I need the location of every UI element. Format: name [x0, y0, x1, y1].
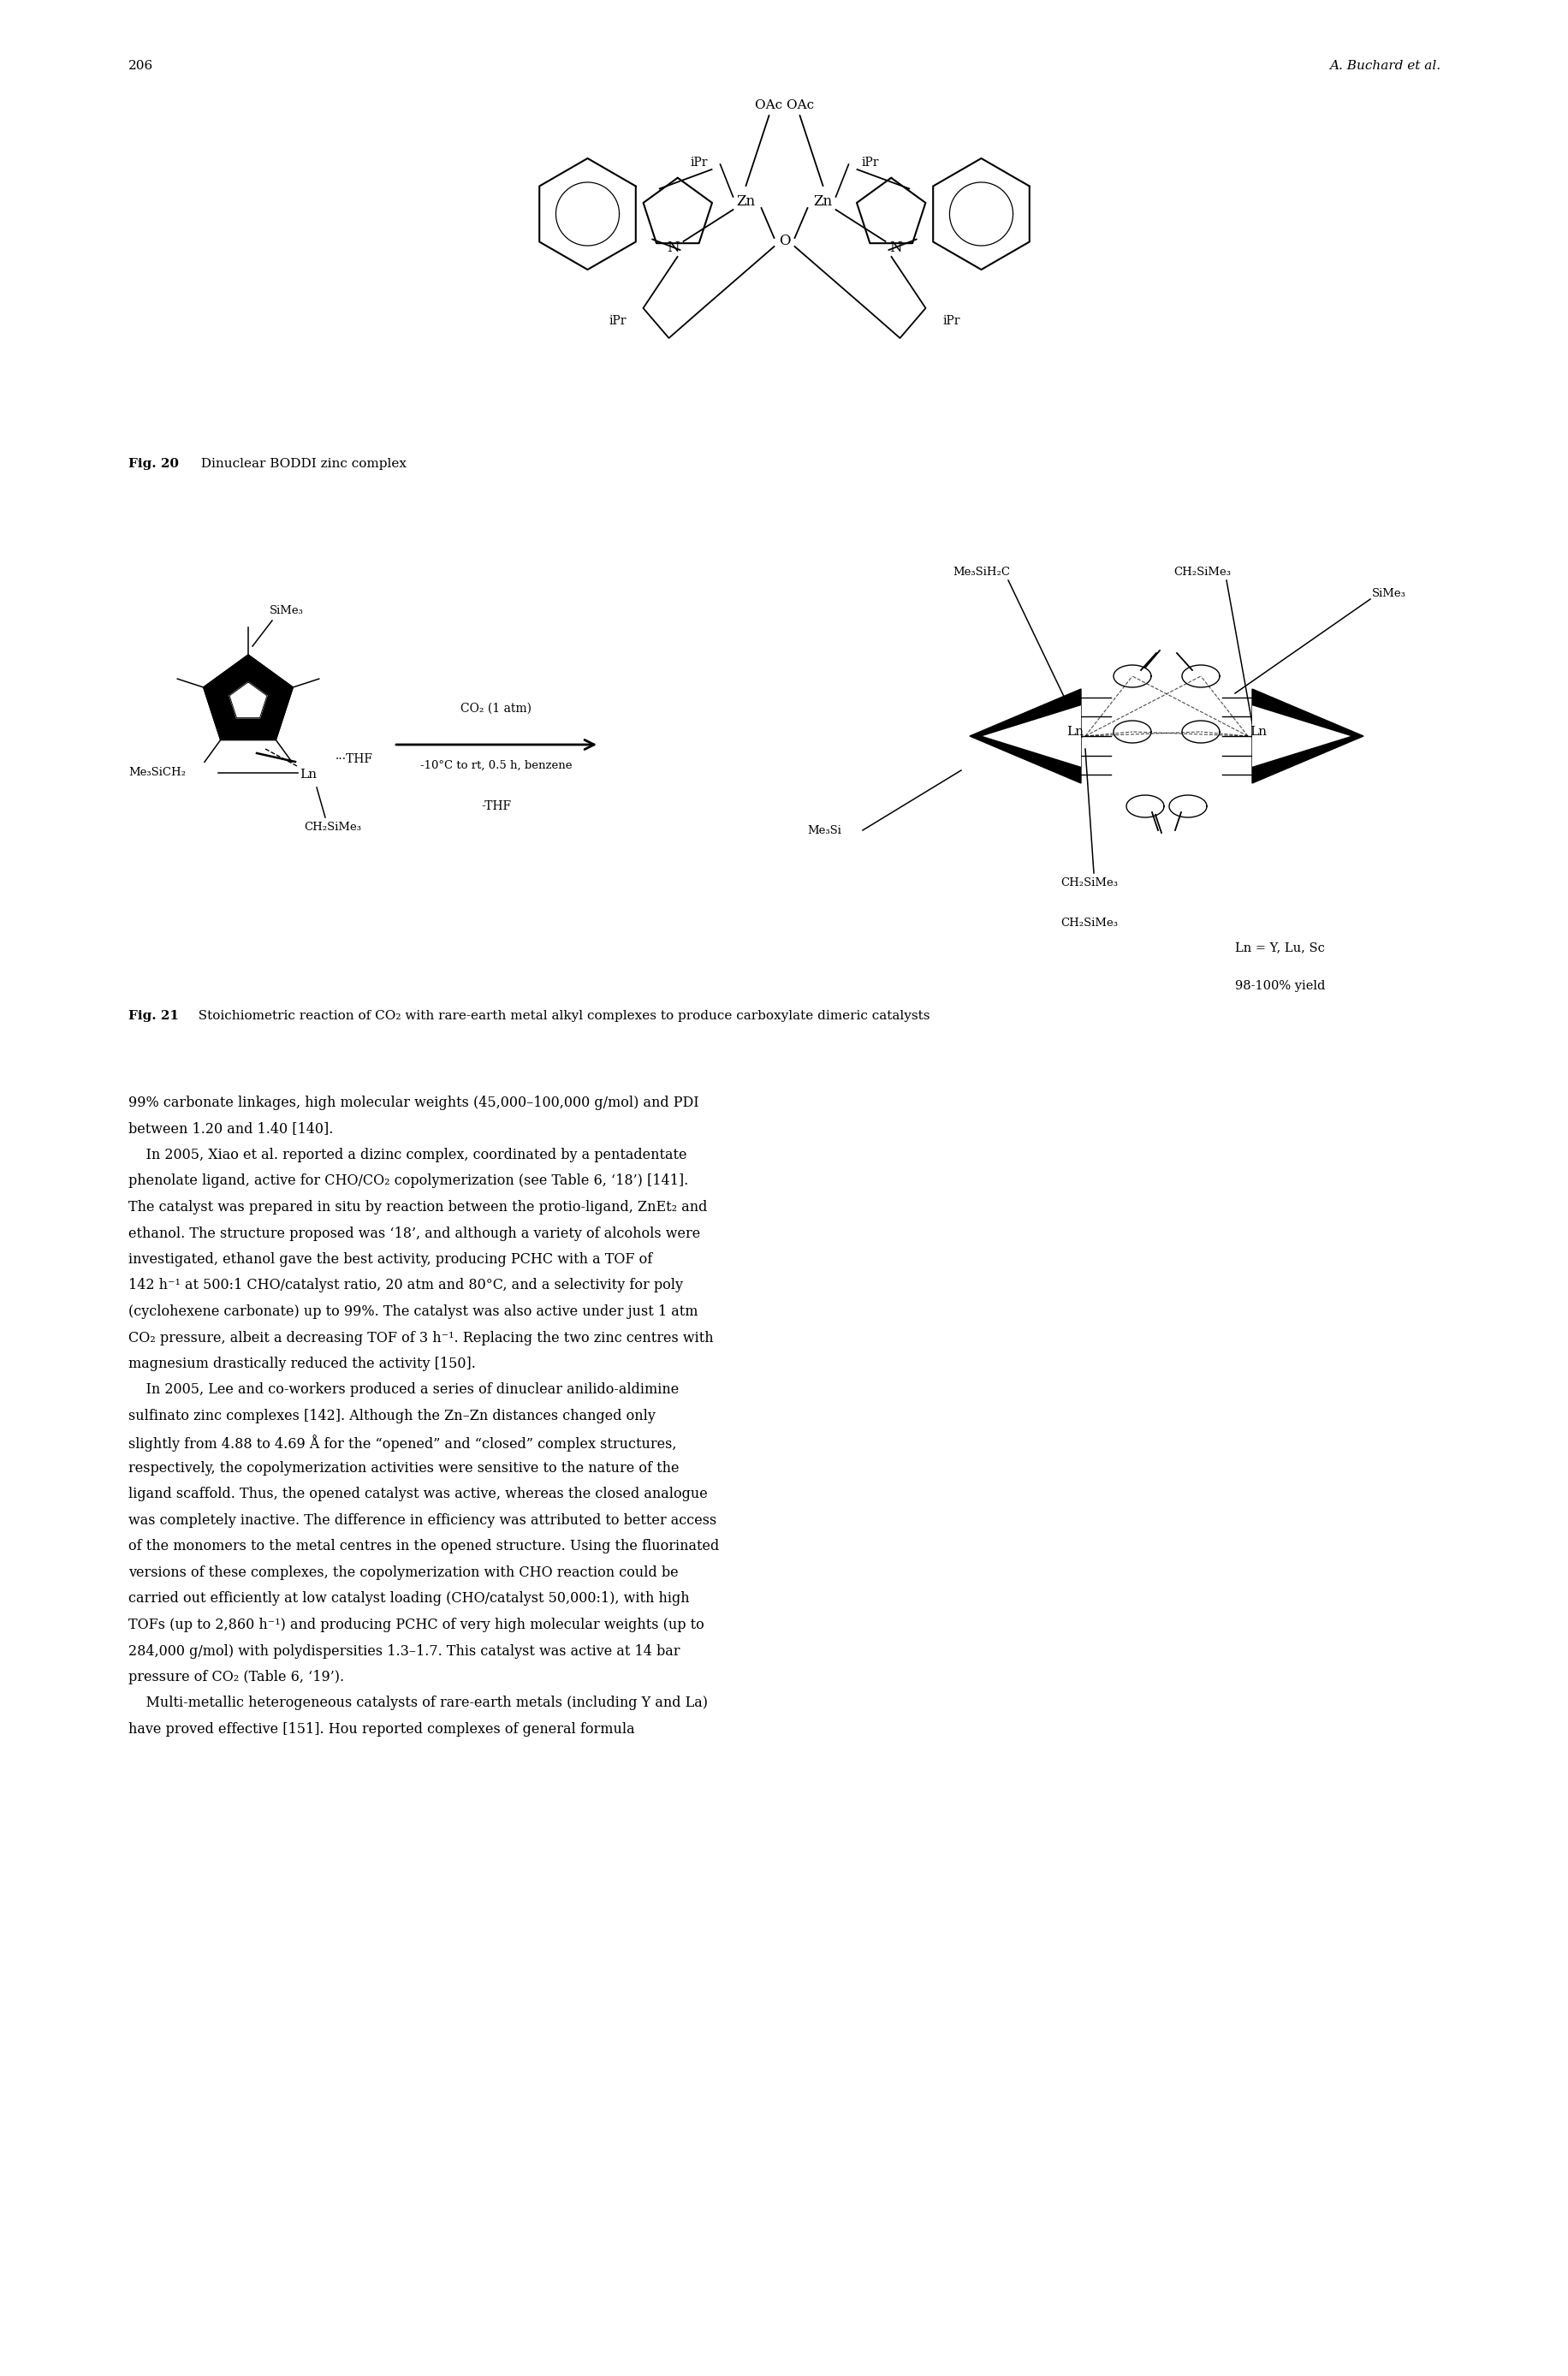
- Text: slightly from 4.88 to 4.69 Å for the “opened” and “closed” complex structures,: slightly from 4.88 to 4.69 Å for the “op…: [129, 1435, 676, 1452]
- Text: ···THF: ···THF: [336, 753, 373, 765]
- Polygon shape: [204, 656, 293, 739]
- Text: between 1.20 and 1.40 [140].: between 1.20 and 1.40 [140].: [129, 1121, 332, 1136]
- Text: iPr: iPr: [942, 316, 960, 328]
- Text: N: N: [666, 240, 679, 257]
- Text: Me₃SiH₂C: Me₃SiH₂C: [952, 565, 1010, 577]
- Text: iPr: iPr: [690, 157, 707, 169]
- Text: O: O: [778, 235, 790, 249]
- Text: Me₃SiCH₂: Me₃SiCH₂: [129, 767, 185, 779]
- Text: The catalyst was prepared in situ by reaction between the protio-ligand, ZnEt₂ a: The catalyst was prepared in situ by rea…: [129, 1200, 707, 1214]
- Text: In 2005, Xiao et al. reported a dizinc complex, coordinated by a pentadentate: In 2005, Xiao et al. reported a dizinc c…: [129, 1148, 687, 1162]
- Polygon shape: [982, 706, 1080, 767]
- Text: investigated, ethanol gave the best activity, producing PCHC with a TOF of: investigated, ethanol gave the best acti…: [129, 1252, 652, 1266]
- Text: A. Buchard et al.: A. Buchard et al.: [1328, 59, 1439, 71]
- Text: CH₂SiMe₃: CH₂SiMe₃: [1173, 565, 1231, 577]
- Text: Ln = Y, Lu, Sc: Ln = Y, Lu, Sc: [1234, 941, 1323, 953]
- Text: phenolate ligand, active for CHO/CO₂ copolymerization (see Table 6, ‘18’) [141].: phenolate ligand, active for CHO/CO₂ cop…: [129, 1174, 688, 1188]
- Text: ligand scaffold. Thus, the opened catalyst was active, whereas the closed analog: ligand scaffold. Thus, the opened cataly…: [129, 1487, 707, 1502]
- Polygon shape: [969, 689, 1080, 784]
- Polygon shape: [1251, 689, 1363, 784]
- Text: -10°C to rt, 0.5 h, benzene: -10°C to rt, 0.5 h, benzene: [420, 760, 572, 772]
- Text: iPr: iPr: [608, 316, 626, 328]
- Text: magnesium drastically reduced the activity [150].: magnesium drastically reduced the activi…: [129, 1357, 475, 1371]
- Text: In 2005, Lee and co-workers produced a series of dinuclear anilido-aldimine: In 2005, Lee and co-workers produced a s…: [129, 1383, 679, 1397]
- Text: carried out efficiently at low catalyst loading (CHO/catalyst 50,000:1), with hi: carried out efficiently at low catalyst …: [129, 1592, 690, 1606]
- Text: versions of these complexes, the copolymerization with CHO reaction could be: versions of these complexes, the copolym…: [129, 1566, 677, 1580]
- Text: 206: 206: [129, 59, 154, 71]
- Text: Stoichiometric reaction of CO₂ with rare-earth metal alkyl complexes to produce : Stoichiometric reaction of CO₂ with rare…: [190, 1010, 930, 1022]
- Text: CH₂SiMe₃: CH₂SiMe₃: [1060, 877, 1118, 889]
- Text: N: N: [889, 240, 902, 257]
- Text: Ln: Ln: [299, 767, 317, 782]
- Text: was completely inactive. The difference in efficiency was attributed to better a: was completely inactive. The difference …: [129, 1514, 717, 1528]
- Text: -THF: -THF: [481, 801, 511, 813]
- Text: Ln: Ln: [1250, 725, 1265, 739]
- Text: 98-100% yield: 98-100% yield: [1234, 979, 1325, 993]
- Text: Ln: Ln: [1066, 725, 1083, 739]
- Polygon shape: [229, 682, 267, 718]
- Text: Zn: Zn: [735, 195, 754, 209]
- Text: SiMe₃: SiMe₃: [270, 606, 304, 615]
- Text: TOFs (up to 2,860 h⁻¹) and producing PCHC of very high molecular weights (up to: TOFs (up to 2,860 h⁻¹) and producing PCH…: [129, 1618, 704, 1632]
- Text: Dinuclear BODDI zinc complex: Dinuclear BODDI zinc complex: [193, 459, 406, 470]
- Text: sulfinato zinc complexes [142]. Although the Zn–Zn distances changed only: sulfinato zinc complexes [142]. Although…: [129, 1409, 655, 1423]
- Text: pressure of CO₂ (Table 6, ‘19’).: pressure of CO₂ (Table 6, ‘19’).: [129, 1670, 343, 1685]
- Text: CH₂SiMe₃: CH₂SiMe₃: [1060, 917, 1118, 929]
- Text: of the monomers to the metal centres in the opened structure. Using the fluorina: of the monomers to the metal centres in …: [129, 1540, 718, 1554]
- Text: CO₂ (1 atm): CO₂ (1 atm): [461, 703, 532, 715]
- Text: SiMe₃: SiMe₃: [1372, 587, 1405, 599]
- Text: Fig. 21: Fig. 21: [129, 1010, 179, 1022]
- Text: (cyclohexene carbonate) up to 99%. The catalyst was also active under just 1 atm: (cyclohexene carbonate) up to 99%. The c…: [129, 1304, 698, 1319]
- Text: iPr: iPr: [861, 157, 878, 169]
- Text: CH₂SiMe₃: CH₂SiMe₃: [304, 822, 361, 834]
- Text: ethanol. The structure proposed was ‘18’, and although a variety of alcohols wer: ethanol. The structure proposed was ‘18’…: [129, 1226, 699, 1240]
- Text: have proved effective [151]. Hou reported complexes of general formula: have proved effective [151]. Hou reporte…: [129, 1723, 635, 1737]
- Text: 142 h⁻¹ at 500:1 CHO/catalyst ratio, 20 atm and 80°C, and a selectivity for poly: 142 h⁻¹ at 500:1 CHO/catalyst ratio, 20 …: [129, 1278, 682, 1293]
- Text: Fig. 20: Fig. 20: [129, 459, 179, 470]
- Text: Me₃Si: Me₃Si: [806, 824, 840, 836]
- Text: 284,000 g/mol) with polydispersities 1.3–1.7. This catalyst was active at 14 bar: 284,000 g/mol) with polydispersities 1.3…: [129, 1644, 679, 1658]
- Text: Multi-metallic heterogeneous catalysts of rare-earth metals (including Y and La): Multi-metallic heterogeneous catalysts o…: [129, 1696, 707, 1711]
- Text: CO₂ pressure, albeit a decreasing TOF of 3 h⁻¹. Replacing the two zinc centres w: CO₂ pressure, albeit a decreasing TOF of…: [129, 1331, 713, 1345]
- Text: 99% carbonate linkages, high molecular weights (45,000–100,000 g/mol) and PDI: 99% carbonate linkages, high molecular w…: [129, 1095, 699, 1110]
- Text: OAc OAc: OAc OAc: [754, 100, 814, 112]
- Text: Zn: Zn: [814, 195, 833, 209]
- Text: respectively, the copolymerization activities were sensitive to the nature of th: respectively, the copolymerization activ…: [129, 1461, 679, 1475]
- Polygon shape: [1251, 706, 1350, 767]
